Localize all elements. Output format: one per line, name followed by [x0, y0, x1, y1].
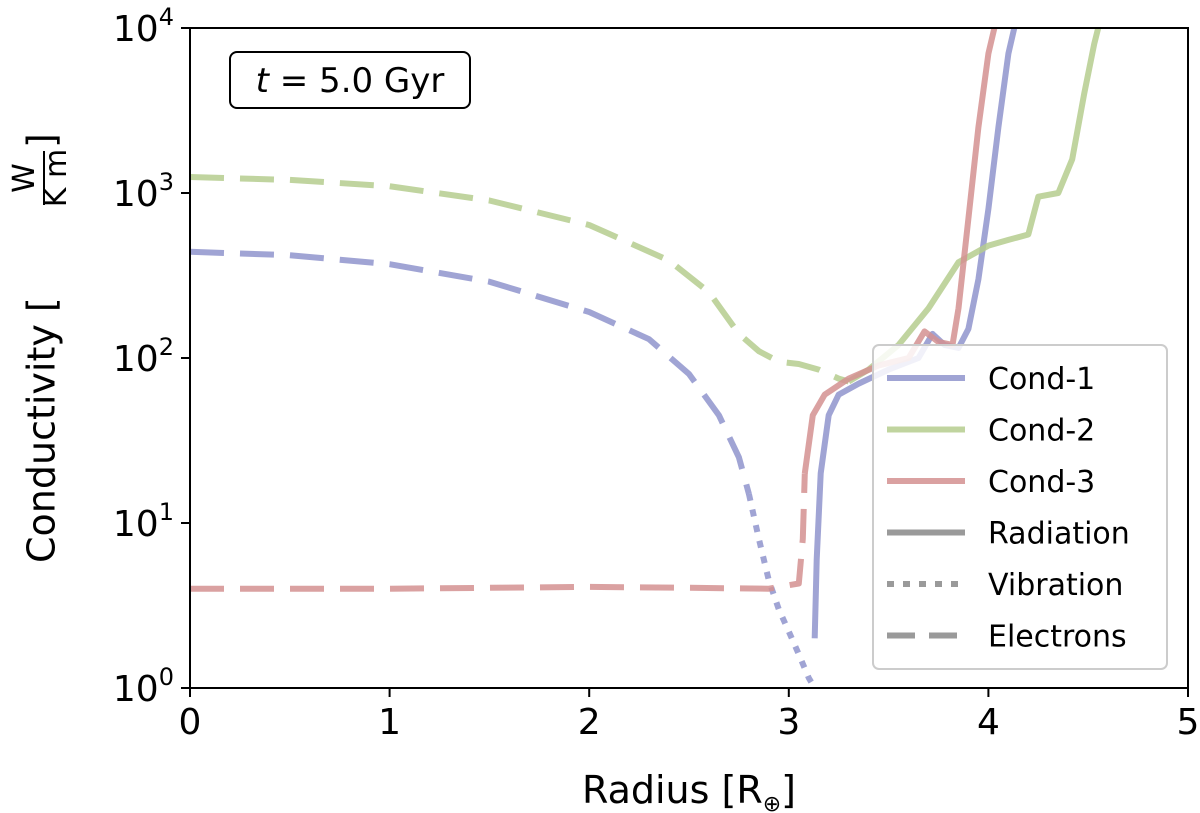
- legend-label: Vibration: [988, 568, 1123, 603]
- y-axis-label-num: W: [7, 163, 42, 193]
- y-tick-label: 100: [113, 663, 174, 710]
- legend-label: Cond-3: [988, 465, 1095, 500]
- y-tick-exponent: 2: [159, 333, 174, 361]
- y-tick-exponent: 4: [159, 3, 174, 31]
- x-tick-label: 2: [578, 702, 601, 743]
- y-axis-label-den: K m: [39, 149, 74, 207]
- series-line-cond-3-radiation: [801, 28, 998, 474]
- series-line-cond-1-vibration: [745, 493, 818, 688]
- x-tick-label: 5: [1177, 702, 1200, 743]
- y-tick-exponent: 0: [159, 663, 174, 691]
- time-annotation-var: t: [256, 61, 271, 101]
- series-line-cond-2-radiation: [847, 28, 1102, 385]
- legend-label: Radiation: [988, 517, 1130, 552]
- legend-box: [872, 344, 1168, 670]
- y-tick-base: 10: [113, 504, 159, 545]
- time-annotation: t = 5.0 Gyr: [229, 51, 471, 109]
- time-annotation-text: t = 5.0 Gyr: [256, 61, 445, 101]
- legend: Cond-1 Cond-2 Cond-3 Radiation Vibration Elec…: [872, 344, 1168, 670]
- time-annotation-box: [229, 51, 471, 109]
- x-axis-ticks: 0 1 2 3 4 5: [179, 688, 1200, 743]
- y-axis-label-close: ]: [20, 133, 64, 148]
- series-line-cond-1-electrons: [190, 248, 752, 495]
- y-tick-exponent: 1: [159, 498, 174, 526]
- legend-label: Cond-2: [988, 414, 1095, 449]
- x-tick-label: 4: [977, 702, 1000, 743]
- legend-label: Cond-1: [988, 362, 1095, 397]
- x-axis-label-main: Radius [R: [582, 768, 763, 812]
- y-tick-label: 103: [113, 168, 174, 215]
- y-tick-exponent: 3: [159, 168, 174, 196]
- x-tick-label: 3: [777, 702, 800, 743]
- series-line-cond-2-electrons: [190, 174, 850, 385]
- x-tick-label: 1: [378, 702, 401, 743]
- x-tick-label: 0: [179, 702, 202, 743]
- y-tick-base: 10: [113, 669, 159, 710]
- series-layer: [190, 28, 1102, 688]
- y-tick-label: 102: [113, 333, 174, 380]
- y-tick-label: 104: [113, 3, 174, 50]
- x-axis-label-symbol: ⊕: [763, 792, 781, 813]
- time-annotation-value: = 5.0 Gyr: [269, 61, 444, 101]
- y-axis-label-main: Conductivity [: [20, 297, 64, 563]
- y-tick-base: 10: [113, 9, 159, 50]
- legend-label: Electrons: [988, 620, 1127, 655]
- y-axis-label: Conductivity [ W K m ]: [7, 133, 74, 563]
- x-axis-label: Radius [R⊕]: [582, 768, 796, 813]
- y-tick-label: 101: [113, 498, 174, 545]
- y-tick-base: 10: [113, 339, 159, 380]
- y-tick-base: 10: [113, 174, 159, 215]
- series-line-cond-3-electrons: [190, 473, 808, 592]
- x-axis-label-close: ]: [781, 768, 796, 812]
